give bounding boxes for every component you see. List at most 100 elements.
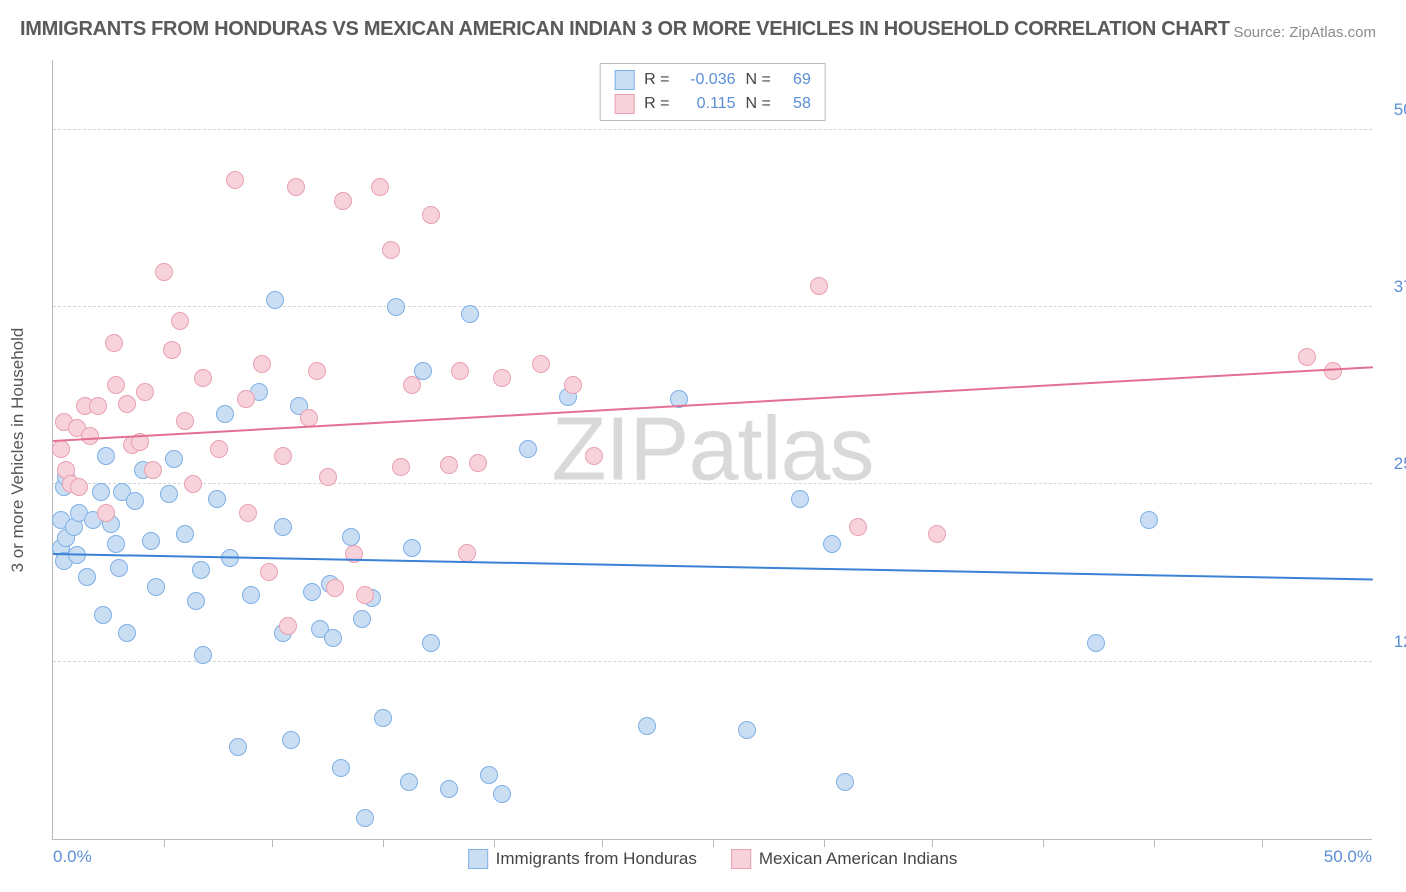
scatter-point	[266, 291, 284, 309]
x-tick	[1154, 839, 1155, 847]
scatter-point	[78, 568, 96, 586]
scatter-point	[194, 646, 212, 664]
legend-swatch-0	[614, 70, 634, 90]
scatter-point	[282, 731, 300, 749]
scatter-point	[107, 535, 125, 553]
scatter-point	[334, 192, 352, 210]
y-axis-label: 3 or more Vehicles in Household	[8, 327, 28, 572]
scatter-point	[160, 485, 178, 503]
scatter-point	[451, 362, 469, 380]
scatter-point	[194, 369, 212, 387]
x-tick	[272, 839, 273, 847]
scatter-point	[176, 525, 194, 543]
x-tick	[713, 839, 714, 847]
scatter-point	[342, 528, 360, 546]
y-tick-label: 25.0%	[1394, 454, 1406, 474]
scatter-point	[242, 586, 260, 604]
legend-top-row-1: R = 0.115 N = 58	[600, 92, 825, 116]
scatter-point	[1298, 348, 1316, 366]
legend-bottom-item-1: Mexican American Indians	[731, 849, 957, 869]
scatter-point	[532, 355, 550, 373]
scatter-point	[403, 376, 421, 394]
scatter-point	[208, 490, 226, 508]
scatter-point	[155, 263, 173, 281]
scatter-point	[274, 518, 292, 536]
scatter-point	[126, 492, 144, 510]
scatter-point	[118, 624, 136, 642]
scatter-point	[237, 390, 255, 408]
scatter-point	[823, 535, 841, 553]
scatter-point	[440, 456, 458, 474]
scatter-point	[136, 383, 154, 401]
legend-bottom-item-0: Immigrants from Honduras	[468, 849, 697, 869]
scatter-point	[738, 721, 756, 739]
scatter-point	[422, 206, 440, 224]
trend-line	[53, 553, 1373, 581]
scatter-point	[229, 738, 247, 756]
scatter-point	[239, 504, 257, 522]
scatter-point	[260, 563, 278, 581]
scatter-point	[210, 440, 228, 458]
scatter-point	[326, 579, 344, 597]
scatter-point	[105, 334, 123, 352]
scatter-point	[144, 461, 162, 479]
scatter-point	[493, 785, 511, 803]
scatter-point	[810, 277, 828, 295]
source-label: Source: ZipAtlas.com	[1233, 24, 1376, 41]
scatter-point	[81, 427, 99, 445]
legend-bottom-label-0: Immigrants from Honduras	[496, 849, 697, 869]
scatter-point	[382, 241, 400, 259]
x-tick	[1043, 839, 1044, 847]
scatter-point	[70, 478, 88, 496]
x-tick	[602, 839, 603, 847]
scatter-point	[118, 395, 136, 413]
scatter-point	[371, 178, 389, 196]
scatter-point	[171, 312, 189, 330]
scatter-point	[1140, 511, 1158, 529]
scatter-point	[89, 397, 107, 415]
scatter-point	[192, 561, 210, 579]
legend-bottom-swatch-1	[731, 849, 751, 869]
scatter-point	[392, 458, 410, 476]
scatter-point	[253, 355, 271, 373]
x-tick	[824, 839, 825, 847]
chart-plot-area: 3 or more Vehicles in Household ZIPatlas…	[52, 60, 1372, 840]
scatter-point	[324, 629, 342, 647]
chart-title: IMMIGRANTS FROM HONDURAS VS MEXICAN AMER…	[20, 18, 1230, 41]
scatter-point	[52, 440, 70, 458]
scatter-point	[147, 578, 165, 596]
scatter-point	[1324, 362, 1342, 380]
x-tick	[383, 839, 384, 847]
scatter-point	[274, 447, 292, 465]
legend-bottom: Immigrants from Honduras Mexican America…	[468, 849, 958, 869]
scatter-point	[791, 490, 809, 508]
scatter-point	[308, 362, 326, 380]
legend-bottom-swatch-0	[468, 849, 488, 869]
scatter-point	[92, 483, 110, 501]
scatter-point	[1087, 634, 1105, 652]
scatter-point	[519, 440, 537, 458]
scatter-point	[165, 450, 183, 468]
grid-line	[53, 306, 1372, 307]
scatter-point	[216, 405, 234, 423]
scatter-point	[403, 539, 421, 557]
y-tick-label: 37.5%	[1394, 277, 1406, 297]
scatter-point	[110, 559, 128, 577]
x-axis-min-label: 0.0%	[53, 847, 92, 867]
scatter-point	[279, 617, 297, 635]
scatter-point	[638, 717, 656, 735]
scatter-point	[319, 468, 337, 486]
scatter-point	[849, 518, 867, 536]
scatter-point	[461, 305, 479, 323]
scatter-point	[94, 606, 112, 624]
scatter-point	[97, 447, 115, 465]
scatter-point	[176, 412, 194, 430]
scatter-point	[469, 454, 487, 472]
scatter-point	[387, 298, 405, 316]
grid-line	[53, 129, 1372, 130]
scatter-point	[107, 376, 125, 394]
scatter-point	[400, 773, 418, 791]
x-axis-max-label: 50.0%	[1324, 847, 1372, 867]
legend-top-row-0: R = -0.036 N = 69	[600, 68, 825, 92]
scatter-point	[493, 369, 511, 387]
